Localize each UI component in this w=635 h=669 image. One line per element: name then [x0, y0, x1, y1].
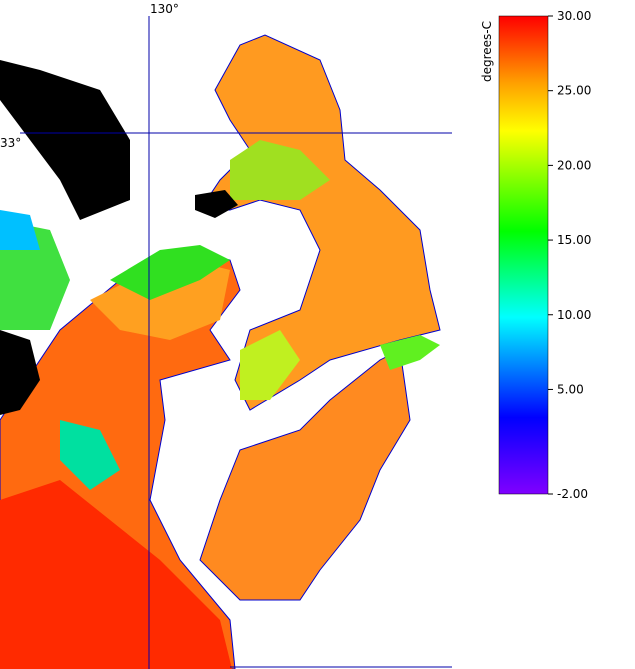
colorbar-tick-label: 15.00 — [557, 233, 591, 247]
sst-region — [199, 349, 411, 601]
graticule — [20, 16, 452, 669]
sst-region — [0, 210, 40, 250]
sst-region — [60, 420, 120, 490]
sst-region — [110, 245, 230, 300]
colorbar — [498, 15, 549, 495]
no-data — [0, 330, 40, 415]
colorbar-label: degrees-C — [480, 21, 494, 82]
colorbar-tick-label: 5.00 — [557, 382, 584, 396]
no-data — [195, 190, 238, 218]
sst-region — [0, 480, 232, 669]
sea-data — [0, 34, 441, 669]
colorbar-tick-label: 10.00 — [557, 308, 591, 322]
colorbar-tick-label: 25.00 — [557, 84, 591, 98]
sst-region — [230, 140, 330, 200]
no-data — [0, 60, 130, 220]
colorbar-tick-label: 30.00 — [557, 9, 591, 23]
sst-region — [380, 335, 440, 370]
colorbar-tick-label: 20.00 — [557, 158, 591, 172]
colorbar-tick-label: -2.00 — [557, 487, 588, 501]
latitude-label: 33° — [0, 136, 21, 150]
longitude-label: 130° — [150, 2, 179, 16]
sst-region — [240, 330, 300, 400]
